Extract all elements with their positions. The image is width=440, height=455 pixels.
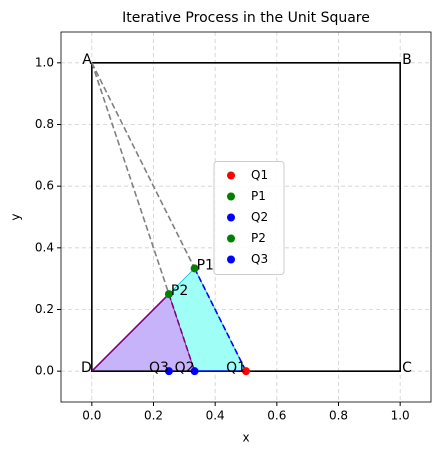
annotation: A [82,52,92,68]
x-tick-label: 0.0 [82,409,101,423]
legend-marker [227,171,235,180]
y-axis-label: y [9,213,23,220]
annotation: B [402,52,412,68]
x-tick-label: 1.0 [391,409,410,423]
line [91,62,196,269]
x-tick-label: 0.2 [144,409,163,423]
point [164,367,173,376]
legend-label: P1 [251,189,266,203]
point [190,367,199,376]
annotation: Q3 [149,360,169,376]
line [91,62,170,295]
x-tick-label: 0.4 [206,409,225,423]
point [242,367,250,376]
annotation: Q2 [175,360,195,376]
legend-marker [227,234,235,243]
legend-marker [227,213,235,222]
y-tick-label: 0.8 [35,117,54,131]
chart-title: Iterative Process in the Unit Square [122,10,370,26]
annotation: P2 [171,283,188,299]
legend-label: P2 [251,231,266,245]
y-tick-label: 1.0 [35,55,54,69]
legend-box [213,161,285,275]
annotation: D [81,360,92,376]
annotation: Q1 [226,360,246,376]
point [190,264,199,273]
plot-frame [60,31,432,403]
legend: Q1 P1 Q2 P2 Q3 [213,161,285,275]
y-tick-label: 0.2 [35,302,54,316]
line [168,293,196,372]
x-tick-label: 0.8 [329,409,348,423]
point [164,290,173,299]
legend-label: Q3 [251,252,268,266]
y-tick-label: 0.6 [35,179,54,193]
x-axis-label: x [242,431,249,445]
legend-marker [227,255,235,264]
annotation: P1 [197,257,214,273]
y-tick-label: 0.4 [35,240,54,254]
legend-label: Q1 [251,168,268,182]
line [91,293,170,372]
legend-label: Q2 [251,210,268,224]
line [193,268,247,372]
y-tick-label: 0.0 [35,364,54,378]
line [91,62,401,372]
legend-marker [227,192,235,201]
x-tick-label: 0.6 [267,409,286,423]
annotation: C [402,360,412,376]
